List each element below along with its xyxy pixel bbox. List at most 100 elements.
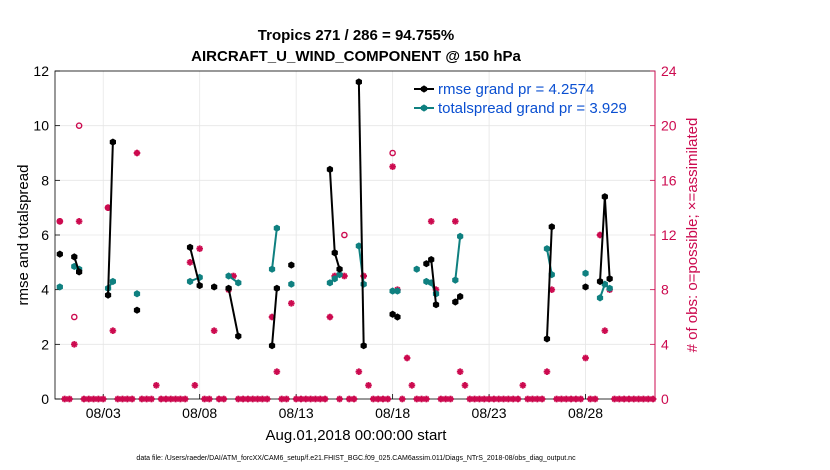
obs-assimilated-point (152, 382, 160, 389)
obs-assimilated-point (452, 218, 459, 225)
obs-assimilated-stroke (278, 396, 285, 402)
obs-assimilated-stroke (326, 314, 333, 320)
obs-assimilated-point (326, 313, 334, 321)
obs-assimilated-point (114, 395, 122, 403)
obs-assimilated-stroke (119, 396, 126, 402)
obs-assimilated-point (543, 368, 551, 375)
obs-assimilated-stroke (346, 396, 353, 402)
rmse-point (235, 332, 242, 340)
x-tick-label: 08/08 (182, 405, 217, 421)
obs-assimilated-stroke (423, 396, 430, 402)
spread-point (601, 280, 608, 288)
obs-assimilated-stroke (481, 396, 488, 402)
obs-assimilated-point (408, 382, 416, 389)
spread-point (606, 284, 613, 292)
obs-assimilated-stroke (216, 396, 222, 402)
obs-assimilated-stroke (138, 396, 145, 402)
obs-assimilated-point (210, 327, 218, 334)
obs-assimilated-point (263, 395, 271, 403)
obs-assimilated-point (206, 395, 213, 403)
obs-assimilated-point (384, 395, 392, 403)
x-tick-label: 08/23 (472, 405, 507, 421)
obs-assimilated-stroke (548, 286, 555, 293)
obs-assimilated-stroke (351, 396, 357, 402)
obs-assimilated-stroke (384, 396, 391, 402)
obs-assimilated-stroke (201, 396, 208, 402)
obs-assimilated-point (427, 218, 435, 225)
rmse-point (331, 249, 338, 257)
legend-spread-label: totalspread grand pr = 3.929 (438, 100, 627, 117)
y-right-tick-label: 16 (661, 172, 677, 188)
obs-assimilated-stroke (490, 396, 497, 402)
spread-point (268, 265, 276, 273)
obs-assimilated-point (365, 382, 372, 389)
obs-assimilated-point (423, 395, 430, 403)
obs-assimilated-stroke (428, 218, 435, 225)
obs-assimilated-stroke (365, 382, 372, 389)
legend: rmse grand pr = 4.2574 totalspread grand… (414, 81, 627, 117)
obs-assimilated-stroke (355, 368, 362, 375)
obs-assimilated-stroke (66, 396, 73, 402)
obs-assimilated-point (196, 245, 203, 252)
obs-assimilated-point (582, 354, 589, 362)
rmse-point (326, 165, 334, 173)
obs-assimilated-point (99, 395, 107, 403)
rmse-point (133, 306, 141, 314)
rmse-line (357, 81, 365, 346)
rmse-line (545, 226, 553, 339)
obs-assimilated-stroke (273, 368, 280, 375)
obs-assimilated-stroke (626, 396, 632, 402)
obs-assimilated-point (128, 395, 136, 403)
rmse-point (336, 265, 343, 273)
chart-title-line2: AIRCRAFT_U_WIND_COMPONENT @ 150 hPa (191, 48, 521, 65)
rmse-point (211, 283, 218, 291)
obs-assimilated-stroke (153, 382, 160, 389)
obs-assimilated-stroke (380, 396, 386, 402)
spread-point (582, 269, 589, 277)
rmse-point (452, 298, 459, 306)
obs-assimilated-point (61, 395, 68, 403)
obs-assimilated-stroke (404, 355, 411, 361)
obs-assimilated-point (611, 395, 618, 403)
legend-spread-marker (420, 104, 428, 112)
x-axis-label: Aug.01,2018 00:00:00 start (266, 427, 448, 444)
spread-point (389, 287, 396, 295)
obs-assimilated-stroke (220, 396, 227, 402)
rmse-layer (56, 78, 613, 350)
spread-point (56, 283, 63, 291)
obs-assimilated-stroke (592, 396, 599, 402)
obs-assimilated-stroke (510, 396, 517, 402)
rmse-point (225, 284, 232, 292)
x-tick-label: 08/28 (568, 405, 603, 421)
rmse-point (71, 253, 78, 261)
spread-point (273, 224, 280, 232)
spread-point (457, 232, 464, 240)
y-axis-left-label: rmse and totalspread (15, 165, 32, 306)
obs-assimilated-stroke (587, 396, 594, 402)
obs-assimilated-stroke (341, 273, 348, 279)
obs-assimilated-point (133, 149, 141, 157)
obs-assimilated-stroke (134, 150, 140, 156)
obs-assimilated-stroke (558, 396, 565, 402)
rmse-point (360, 342, 367, 350)
spread-line (454, 236, 462, 281)
obs-assimilated-stroke (336, 396, 343, 402)
y-right-tick-label: 12 (661, 227, 677, 243)
obs-assimilated-stroke (515, 396, 521, 402)
obs-assimilated-stroke (563, 396, 570, 402)
rmse-point (196, 281, 203, 290)
spread-point (288, 280, 295, 288)
obs-assimilated-stroke (172, 396, 179, 402)
obs-assimilated-stroke (408, 382, 415, 389)
obs-assimilated-point (278, 395, 285, 403)
chart-title-line1: Tropics 271 / 286 = 94.755% (258, 27, 454, 44)
obs-assimilated-point (374, 395, 382, 403)
rmse-point (432, 301, 440, 309)
obs-assimilated-point (461, 382, 469, 389)
obs-assimilated-point (283, 395, 290, 403)
obs-assimilated-stroke (582, 355, 589, 361)
obs-assimilated-stroke (519, 382, 526, 389)
data-file-footnote: data file: /Users/raeder/DAI/ATM_forcXX/… (136, 455, 576, 462)
spread-point (452, 276, 459, 284)
